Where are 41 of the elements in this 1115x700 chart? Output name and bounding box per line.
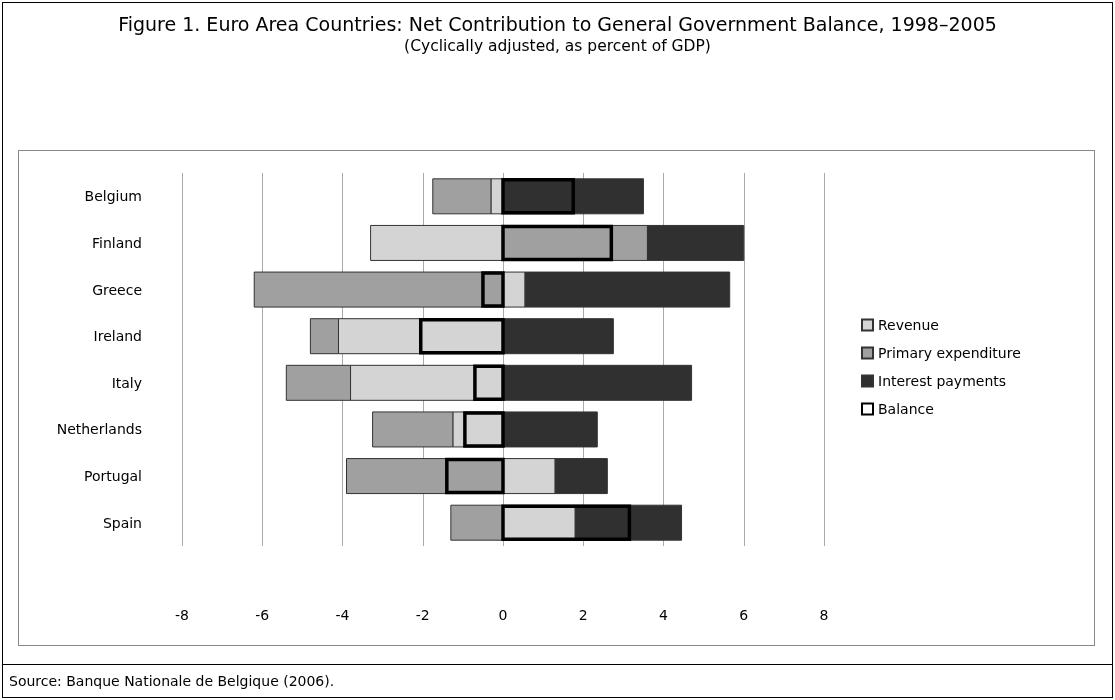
x-tick-label: 8 <box>819 607 829 623</box>
bar <box>350 364 504 401</box>
bar <box>346 458 504 495</box>
y-tick-label: Belgium <box>84 188 142 205</box>
bar <box>372 411 454 448</box>
bar <box>309 318 339 355</box>
legend-label: Balance <box>878 401 934 417</box>
bar <box>432 178 492 215</box>
bar <box>253 271 504 308</box>
y-tick-label: Portugal <box>84 468 142 485</box>
bar <box>370 224 504 261</box>
y-tick-label: Ireland <box>93 328 142 345</box>
x-tick-label: -8 <box>175 607 189 623</box>
bar <box>450 504 504 541</box>
bar <box>502 364 693 401</box>
x-tick-label: 2 <box>578 607 588 623</box>
y-tick-label: Italy <box>111 374 142 391</box>
legend-label: Revenue <box>878 317 939 333</box>
bar <box>524 271 731 308</box>
bar <box>502 458 556 495</box>
chart-subtitle: (Cyclically adjusted, as percent of GDP) <box>403 37 712 55</box>
legend-label: Primary expenditure <box>878 345 1021 361</box>
source-note: Source: Banque Nationale de Belgique (2006). <box>3 664 1112 697</box>
y-tick-label: Netherlands <box>56 421 142 438</box>
bar <box>502 411 598 448</box>
chart-title: Figure 1. Euro Area Countries: Net Contribution to General Government Balance, 1998–2005 <box>117 13 998 35</box>
y-tick-label: Greece <box>92 281 142 298</box>
legend-label: Interest payments <box>878 373 1007 389</box>
x-tick-label: -4 <box>335 607 350 623</box>
x-tick-label: 0 <box>498 607 508 623</box>
x-tick-label: -2 <box>415 607 430 623</box>
bar <box>646 224 745 261</box>
y-tick-label: Finland <box>91 234 142 251</box>
bar <box>554 458 608 495</box>
plot-frame: Belgium Finland Greece Ireland Italy Netherlands Portugal Spain -8 -6 -4 -2 0 2 4 6 8 Revenue Primary expenditure Interest payments Balance <box>18 150 1095 646</box>
y-tick-label: Spain <box>102 514 142 531</box>
x-tick-label: 6 <box>739 607 749 623</box>
bar <box>502 318 614 355</box>
x-tick-label: -6 <box>255 607 270 623</box>
bar <box>285 364 352 401</box>
x-tick-label: 4 <box>659 607 669 623</box>
